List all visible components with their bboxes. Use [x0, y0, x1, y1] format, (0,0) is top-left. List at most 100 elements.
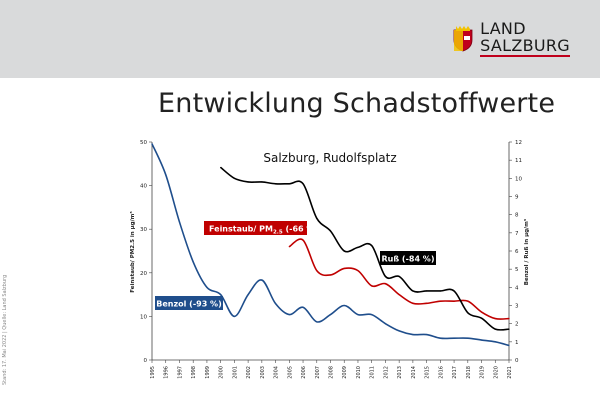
data-point	[508, 317, 510, 320]
x-ticks: 1995 1996 1997 1998 1999 2000 2001 2002 2003 2004…	[150, 360, 513, 379]
y-tick-right-label: 11	[515, 158, 522, 164]
data-point	[480, 339, 483, 341]
chart-title: Salzburg, Rudolfsplatz	[263, 151, 396, 165]
series-russ-line	[220, 166, 510, 331]
data-point	[288, 246, 290, 248]
x-tick-label: 2012	[383, 366, 389, 379]
legend-feinstaub-box	[204, 221, 307, 235]
y-tick-right-label: 8	[515, 213, 519, 219]
data-point	[302, 306, 304, 308]
data-point	[288, 183, 290, 185]
x-tick-label: 2003	[260, 366, 266, 379]
legend-benzol-label: Benzol (-93 %)	[156, 300, 221, 309]
x-tick-label: 2004	[274, 366, 280, 379]
data-point	[329, 274, 332, 276]
y-tick-left-label: 10	[140, 314, 147, 320]
y-tick-right-label: 4	[515, 285, 519, 291]
data-point	[426, 333, 428, 336]
data-point	[384, 275, 387, 278]
x-tick-label: 2015	[425, 366, 431, 379]
y-tick-right-label: 7	[515, 231, 519, 237]
data-point	[316, 321, 318, 323]
data-point	[412, 290, 414, 292]
data-point	[274, 303, 277, 305]
data-point	[398, 275, 400, 278]
y-tick-right-label: 3	[515, 304, 519, 310]
x-tick-label: 2010	[356, 366, 362, 379]
data-point	[453, 300, 455, 302]
data-point	[288, 313, 290, 316]
data-point	[439, 290, 441, 292]
legend-feinstaub: Feinstaub/ PM2.5 (-66 %)	[204, 221, 318, 236]
data-point	[302, 183, 304, 185]
data-point	[467, 312, 469, 314]
y-tick-right-label: 1	[515, 340, 519, 346]
data-point	[343, 267, 345, 270]
header-bar: LAND SALZBURG	[0, 0, 600, 78]
y-tick-right-label: 6	[515, 249, 519, 255]
x-tick-label: 2008	[329, 366, 335, 379]
x-tick-label: 1997	[177, 366, 183, 379]
legend-benzol: Benzol (-93 %)	[155, 296, 223, 310]
x-tick-label: 2000	[219, 366, 225, 379]
data-point	[274, 183, 277, 185]
y-tick-left-label: 30	[140, 227, 147, 233]
legend-russ: Ruß (-84 %)	[380, 251, 436, 265]
data-point	[206, 286, 208, 288]
data-point	[467, 300, 469, 302]
data-point	[508, 344, 510, 347]
data-point	[439, 300, 441, 302]
data-point	[261, 181, 263, 183]
data-point	[371, 285, 373, 287]
series-feinstaub-line-points	[288, 239, 510, 320]
data-point	[329, 313, 332, 316]
data-point	[220, 294, 222, 296]
data-point	[233, 315, 235, 317]
data-point	[453, 337, 455, 339]
axes	[151, 142, 510, 361]
x-tick-label: 2013	[397, 366, 403, 379]
y-tick-left-label: 20	[140, 271, 147, 277]
x-tick-label: 2006	[301, 366, 307, 379]
data-point	[453, 290, 455, 292]
x-tick-label: 1995	[150, 366, 156, 379]
data-point	[371, 244, 373, 247]
data-point	[467, 337, 469, 339]
x-tick-label: 1999	[205, 366, 211, 379]
y-ticks-left: 0 10 20 30 40 50	[140, 140, 152, 364]
data-point	[412, 302, 414, 304]
series-benzol-line	[151, 143, 510, 347]
x-tick-label: 2009	[342, 366, 348, 379]
data-point	[178, 221, 181, 223]
legend-russ-box	[380, 251, 436, 265]
x-tick-label: 2020	[493, 366, 499, 379]
y-tick-left-label: 40	[140, 184, 147, 190]
data-point	[220, 166, 222, 169]
x-tick-label: 2014	[411, 366, 417, 379]
data-point	[508, 328, 510, 330]
y-axis-left-label: Feinstaub/ PM2.5 in µg/m³	[129, 211, 136, 293]
x-tick-label: 2002	[246, 366, 252, 379]
land-salzburg-logo: LAND SALZBURG	[452, 20, 570, 57]
data-point	[165, 174, 167, 176]
data-point	[398, 330, 400, 332]
data-point	[480, 317, 483, 319]
data-point	[302, 239, 304, 241]
y-tick-right-label: 0	[515, 358, 519, 364]
series-benzol-line-points	[151, 143, 510, 347]
data-point	[494, 317, 496, 320]
y-tick-right-label: 10	[515, 176, 522, 182]
data-point	[398, 294, 400, 296]
logo-line1: LAND	[480, 19, 526, 38]
x-tick-label: 2017	[452, 366, 458, 379]
y-tick-right-label: 9	[515, 195, 519, 201]
data-point	[329, 230, 332, 232]
x-tick-label: 2007	[315, 366, 321, 379]
data-point	[247, 294, 249, 296]
coat-of-arms-icon	[453, 25, 473, 51]
y-tick-left-label: 50	[140, 140, 147, 146]
data-point	[412, 333, 414, 336]
